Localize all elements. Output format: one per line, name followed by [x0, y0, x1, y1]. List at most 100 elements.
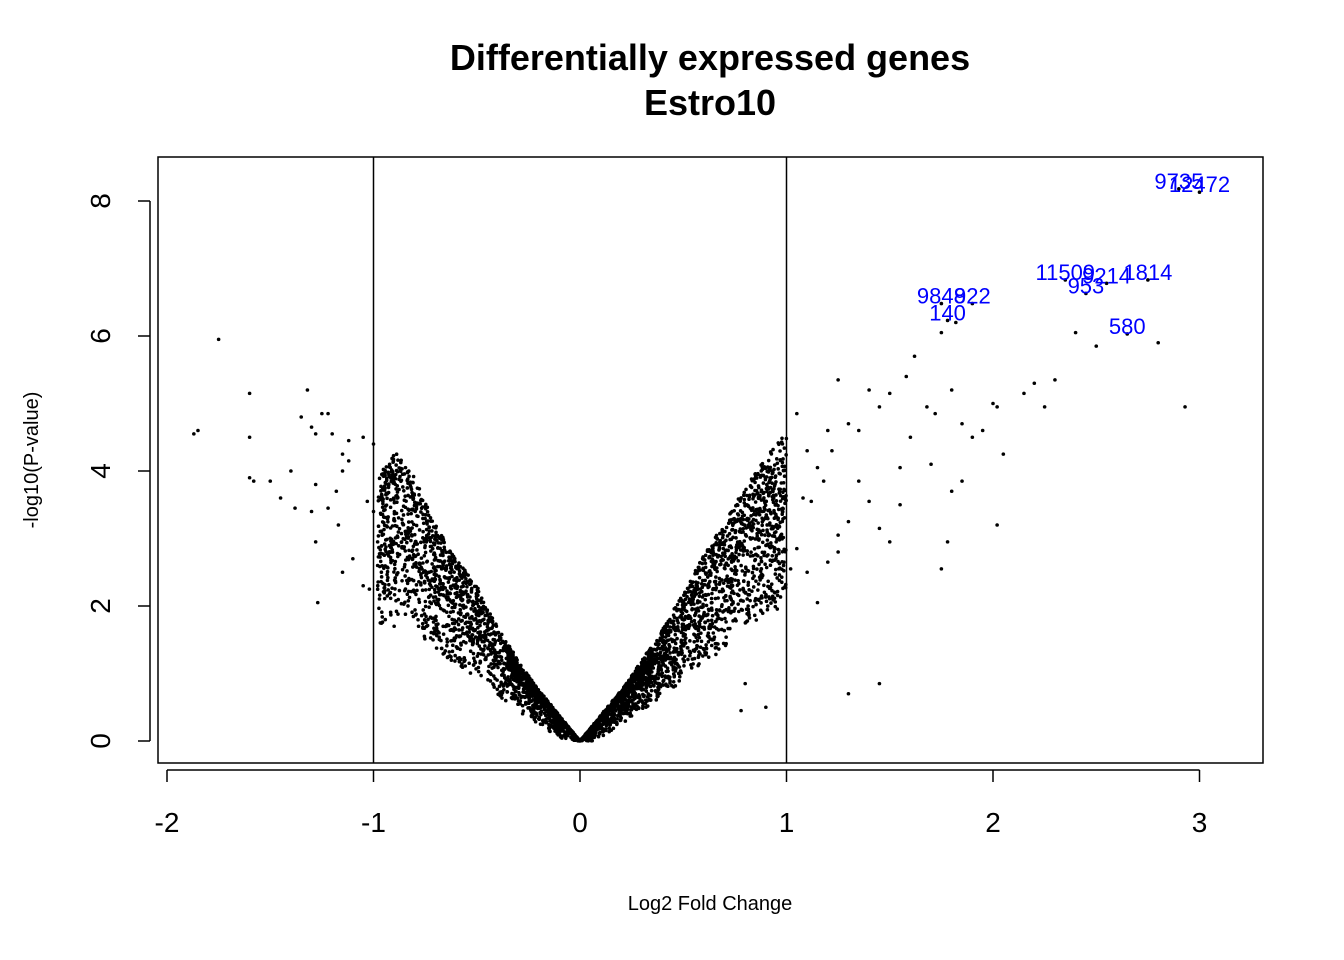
data-point	[452, 556, 457, 561]
data-point	[721, 581, 726, 585]
data-point	[629, 705, 634, 709]
data-point	[621, 711, 625, 716]
data-point	[430, 616, 434, 620]
data-point	[336, 523, 341, 527]
data-point	[665, 648, 670, 652]
data-point	[540, 694, 545, 698]
data-point	[459, 641, 463, 646]
data-point	[692, 602, 696, 606]
data-point	[453, 602, 458, 607]
data-point	[641, 676, 645, 681]
data-point	[405, 592, 410, 597]
data-point	[491, 658, 496, 663]
data-point	[738, 598, 743, 603]
data-point	[699, 582, 704, 586]
data-point	[644, 689, 649, 693]
data-point	[729, 602, 734, 607]
data-point	[340, 570, 345, 575]
data-point	[637, 694, 642, 699]
data-point	[393, 587, 397, 591]
data-point	[487, 664, 491, 669]
data-point	[520, 711, 525, 716]
data-point	[546, 707, 550, 712]
data-point	[399, 458, 403, 463]
data-point	[768, 563, 773, 568]
data-point	[721, 610, 725, 614]
data-point	[648, 684, 653, 689]
data-point	[656, 642, 660, 646]
data-point	[433, 534, 437, 539]
data-point	[646, 670, 651, 675]
data-point	[699, 639, 704, 644]
data-point	[758, 529, 763, 534]
data-point	[782, 474, 787, 479]
data-point	[549, 710, 553, 715]
data-point	[453, 659, 457, 663]
y-tick-label: 2	[85, 598, 116, 614]
data-point	[777, 471, 781, 476]
data-point	[778, 493, 783, 498]
data-point	[427, 605, 431, 610]
data-point	[446, 580, 451, 584]
data-point	[268, 479, 273, 483]
data-point	[469, 607, 473, 611]
data-point	[400, 517, 404, 522]
data-point	[753, 558, 757, 563]
data-point	[452, 636, 457, 640]
data-point	[375, 583, 380, 588]
data-point	[452, 570, 456, 574]
data-point	[722, 595, 726, 600]
data-point	[939, 330, 944, 335]
data-point	[774, 530, 778, 534]
data-point	[450, 574, 454, 579]
gene-label: 9214	[1082, 263, 1131, 288]
data-point	[444, 564, 449, 568]
data-point	[397, 552, 402, 557]
data-point	[534, 711, 538, 716]
data-point	[762, 583, 766, 588]
data-point	[448, 591, 453, 596]
data-point	[408, 483, 413, 488]
x-tick-label: 1	[779, 807, 795, 838]
data-point	[760, 540, 765, 545]
data-point	[417, 600, 422, 605]
data-point	[773, 567, 778, 572]
data-point	[692, 625, 697, 629]
data-point	[400, 521, 405, 526]
data-point	[423, 550, 428, 555]
data-point	[599, 723, 603, 728]
gene-label: 140	[929, 300, 966, 325]
data-point	[760, 523, 765, 528]
data-point	[247, 475, 252, 480]
data-point	[695, 638, 700, 643]
data-point	[416, 552, 420, 557]
data-point	[480, 639, 485, 644]
data-point	[531, 709, 536, 713]
data-point	[710, 600, 714, 605]
data-point	[423, 516, 427, 521]
data-point	[765, 465, 770, 469]
data-point	[385, 552, 390, 556]
data-point	[704, 652, 708, 657]
data-point	[498, 693, 502, 698]
data-point	[425, 522, 429, 526]
data-point	[399, 479, 403, 484]
data-point	[698, 560, 702, 565]
data-point	[749, 550, 753, 554]
data-point	[387, 582, 391, 587]
data-point	[623, 719, 628, 723]
data-point	[523, 681, 528, 686]
data-point	[767, 595, 771, 599]
data-point	[739, 496, 743, 500]
y-axis: 0 2 4 6 8	[85, 193, 151, 749]
data-point	[501, 648, 506, 653]
data-point	[513, 689, 518, 694]
gene-label: 12472	[1169, 172, 1230, 197]
data-point	[995, 523, 999, 527]
data-point	[782, 515, 787, 520]
data-point	[479, 600, 484, 605]
data-point	[773, 474, 778, 478]
data-point	[475, 589, 480, 594]
data-point	[445, 589, 449, 593]
data-point	[503, 641, 507, 646]
